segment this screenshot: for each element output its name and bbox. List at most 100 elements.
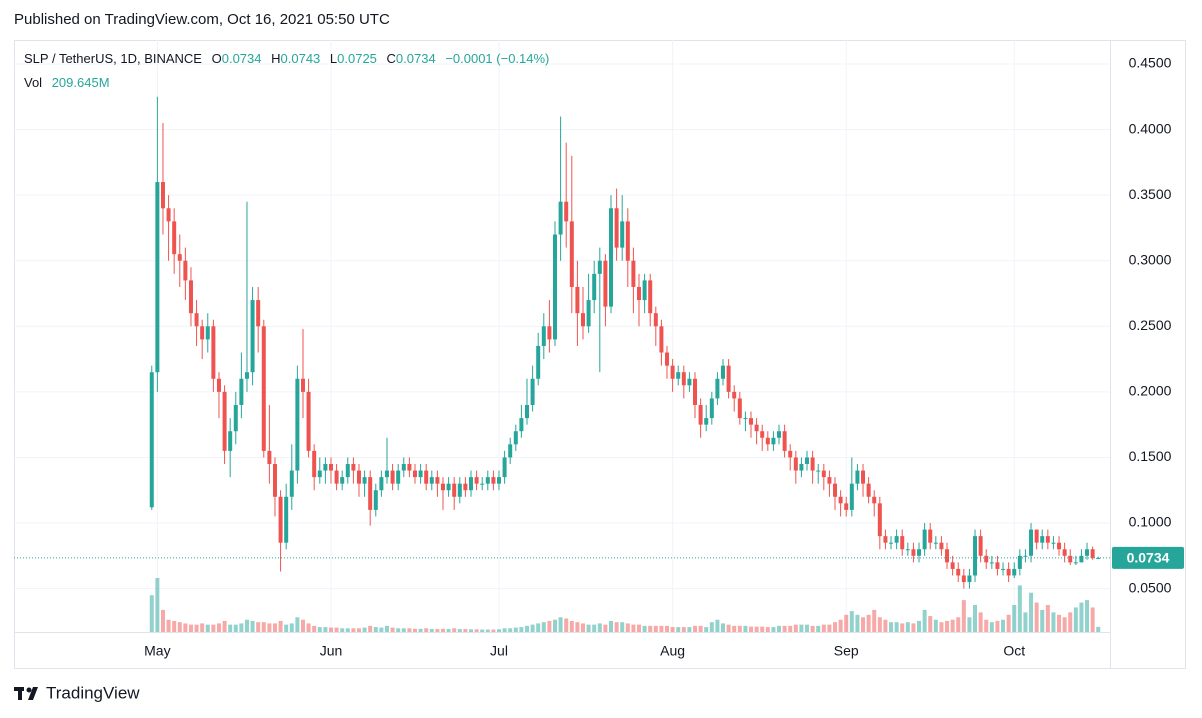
volume-bar	[368, 625, 373, 632]
volume-bar	[973, 605, 978, 632]
volume-bar	[188, 624, 193, 632]
ohlc-value: 0.0743	[281, 51, 321, 66]
candle-body	[569, 221, 574, 287]
candle-body	[1079, 555, 1084, 563]
volume-bar	[429, 629, 434, 632]
candle-body	[250, 300, 255, 373]
candle-body	[967, 575, 972, 583]
candle-body	[978, 536, 983, 556]
candle-body	[440, 483, 445, 491]
volume-bar	[552, 619, 557, 632]
volume-bar	[340, 628, 345, 632]
volume-bar	[317, 627, 322, 632]
volume-bar	[256, 622, 261, 632]
volume-bar	[1073, 607, 1078, 632]
candle-body	[905, 549, 910, 551]
volume-bar	[597, 623, 602, 632]
y-tick-label: 0.0500	[1129, 579, 1172, 595]
volume-bar	[917, 620, 922, 632]
candle-body	[216, 378, 221, 392]
candles	[149, 96, 1101, 589]
candle-body	[149, 372, 154, 508]
candle-body	[552, 234, 557, 340]
candle-body	[452, 483, 457, 497]
volume-bar	[648, 625, 653, 632]
candle-body	[244, 372, 249, 379]
candle-body	[508, 444, 513, 458]
volume-bar	[1068, 612, 1073, 632]
candle-body	[306, 391, 311, 451]
candle-body	[457, 483, 462, 497]
volume-bar	[1096, 626, 1101, 632]
candle-body	[777, 431, 782, 438]
volume-bar	[681, 627, 686, 632]
candle-body	[844, 503, 849, 510]
overlay: 0.0500 0.1000 0.1500 0.2000 0.2500 0.3000 0.35…	[14, 55, 1184, 659]
volume-bar	[984, 619, 989, 632]
volume-bar	[1090, 607, 1095, 632]
volume-bar	[721, 623, 726, 632]
volume-bar	[452, 628, 457, 632]
volume-bar	[855, 614, 860, 632]
volume-bar	[1085, 600, 1090, 632]
candle-body	[1090, 549, 1095, 558]
volume-bar	[396, 628, 401, 632]
volume-bar	[468, 629, 473, 632]
y-tick-label: 0.3500	[1129, 186, 1172, 202]
last-price-box	[1112, 546, 1184, 569]
volume-bar	[900, 623, 905, 632]
volume-bar	[306, 623, 311, 632]
candle-body	[222, 391, 227, 451]
volume-bar	[978, 612, 983, 632]
ohlc-label: O	[212, 51, 222, 66]
ohlc-label: H	[271, 51, 280, 66]
volume-bar	[541, 622, 546, 632]
x-tick-label: Oct	[1003, 643, 1025, 659]
volume-bar	[384, 625, 389, 632]
candle-body	[177, 254, 182, 261]
volume-bar	[272, 623, 277, 632]
volume-bar	[480, 629, 485, 632]
y-tick-label: 0.1500	[1129, 448, 1172, 464]
candle-body	[625, 221, 630, 261]
candle-body	[435, 477, 440, 484]
candle-body	[698, 404, 703, 425]
volume-bar	[412, 628, 417, 632]
candle-body	[687, 378, 692, 386]
candle-body	[256, 300, 261, 327]
volume-bar	[1040, 609, 1045, 632]
candle-body	[945, 549, 950, 563]
last-price-label: 0.0734	[1127, 550, 1170, 566]
candle-body	[816, 470, 821, 472]
candle-body	[317, 470, 322, 478]
y-tick-label: 0.2000	[1129, 383, 1172, 399]
candle-body	[603, 260, 608, 307]
volume-bar	[502, 628, 507, 632]
volume-bar	[177, 622, 182, 632]
volume-bar	[620, 622, 625, 632]
candle-body	[407, 464, 412, 471]
candle-body	[172, 221, 177, 255]
candle-body	[211, 326, 216, 379]
volume-bar	[1034, 602, 1039, 632]
volume-bar	[956, 617, 961, 632]
volume-bar	[328, 627, 333, 632]
x-tick-label: Jun	[320, 643, 343, 659]
volume-bar	[1012, 605, 1017, 632]
volume-bar	[485, 629, 490, 632]
candle-body	[961, 575, 966, 583]
candle-body	[312, 450, 317, 478]
volume-bar	[575, 622, 580, 632]
volume-bar	[536, 623, 541, 632]
candle-body	[586, 300, 591, 327]
candle-body	[956, 568, 961, 576]
candle-body	[480, 483, 485, 485]
candle-body	[614, 208, 619, 248]
candle-body	[877, 503, 882, 537]
volume-bar	[267, 623, 272, 632]
candle-body	[1057, 542, 1062, 550]
volume-bar	[1001, 619, 1006, 632]
volume-bar	[446, 629, 451, 632]
volume-bar	[1017, 585, 1022, 632]
volume-bar	[172, 620, 177, 632]
